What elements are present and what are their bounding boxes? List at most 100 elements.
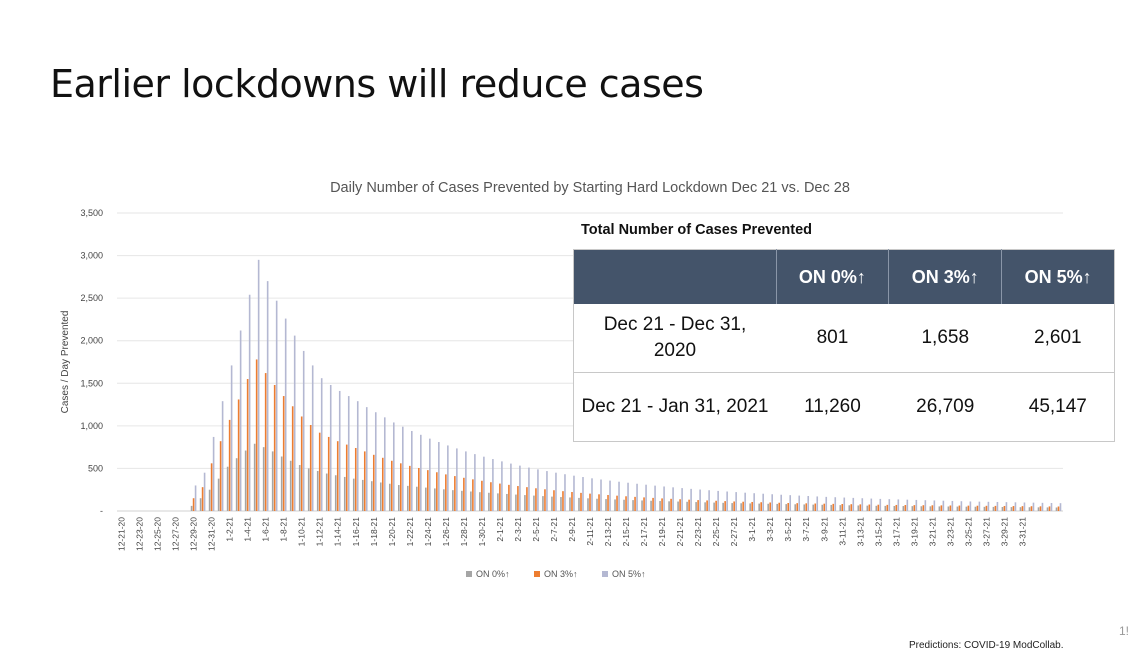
slide-title: Earlier lockdowns will reduce cases (50, 62, 704, 106)
bar-on5 (465, 451, 467, 511)
bar-on3 (886, 504, 889, 511)
bar-on3 (580, 492, 582, 511)
bar-on0 (298, 465, 301, 511)
x-tick-label: 3-13-21 (855, 517, 865, 547)
bar-on3 (300, 416, 303, 511)
bar-on3 (697, 500, 699, 511)
bar-on5 (239, 330, 242, 511)
bar-on5 (708, 490, 710, 511)
bar-on3 (463, 477, 465, 511)
bar-on0 (596, 498, 598, 511)
bar-on5 (924, 500, 927, 511)
bar-on0 (974, 506, 977, 511)
bar-on5 (194, 485, 197, 511)
bar-on0 (560, 497, 562, 511)
bar-on5 (212, 436, 215, 511)
bar-on0 (262, 447, 265, 511)
bar-on0 (938, 506, 941, 511)
x-tick-label: 1-16-21 (351, 517, 361, 547)
bar-on3 (409, 465, 411, 511)
bar-on5 (933, 500, 936, 511)
page-number: 1! (1119, 624, 1130, 638)
bar-on0 (578, 497, 580, 511)
table-cell-period: Dec 21 - Dec 31, 2020 (573, 304, 776, 373)
chart-title: Daily Number of Cases Prevented by Start… (330, 180, 850, 196)
x-tick-label: 2-1-21 (495, 517, 505, 542)
bar-on0 (767, 503, 769, 511)
bar-on5 (717, 490, 719, 511)
bar-on0 (740, 503, 742, 511)
bar-on0 (983, 506, 986, 511)
bar-on5 (528, 467, 530, 511)
bar-on3 (1003, 505, 1006, 511)
table-cell: 45,147 (1001, 372, 1115, 442)
bar-on5 (374, 412, 377, 511)
bar-on0 (677, 501, 679, 511)
x-tick-label: 1-24-21 (423, 517, 433, 547)
bar-on0 (884, 505, 887, 511)
bar-on5 (663, 486, 665, 511)
bar-on5 (1005, 502, 1008, 511)
bar-on0 (1037, 507, 1040, 511)
bar-on0 (785, 504, 788, 511)
bar-on5 (311, 365, 314, 511)
bar-on5 (699, 489, 701, 511)
bar-on0 (821, 504, 824, 511)
bar-on0 (461, 490, 463, 511)
bar-on0 (208, 489, 211, 511)
bar-on3 (688, 499, 690, 511)
bar-on0 (956, 506, 959, 511)
bar-on0 (398, 485, 400, 511)
bar-on5 (942, 500, 945, 511)
bar-on5 (338, 390, 341, 511)
bar-on5 (383, 417, 386, 511)
x-tick-label: 2-9-21 (567, 517, 577, 542)
bar-on0 (226, 466, 229, 511)
x-tick-label: 3-1-21 (747, 517, 757, 542)
x-tick-label: 3-23-21 (945, 517, 955, 547)
bar-on5 (996, 501, 999, 511)
bar-on5 (510, 463, 512, 511)
table-cell: 26,709 (888, 372, 1002, 442)
bar-on3 (282, 396, 285, 511)
bar-on5 (771, 494, 773, 511)
bar-on0 (370, 481, 373, 511)
bar-on3 (427, 470, 429, 511)
x-tick-label: 3-11-21 (837, 517, 847, 546)
bar-on5 (987, 501, 990, 511)
bar-on0 (497, 493, 499, 511)
bar-on3 (994, 505, 997, 511)
bar-on3 (210, 463, 213, 511)
bar-on5 (960, 501, 963, 511)
x-tick-label: 12-23-20 (135, 517, 145, 551)
bar-on3 (472, 479, 474, 511)
bar-on3 (237, 399, 240, 511)
bar-on5 (834, 497, 837, 511)
bar-on3 (544, 489, 546, 511)
bar-on0 (848, 505, 851, 511)
bar-on5 (906, 499, 909, 511)
table-row: Dec 21 - Jan 31, 2021 11,260 26,709 45,1… (573, 372, 1115, 442)
bar-on5 (951, 500, 954, 511)
bar-on5 (1014, 502, 1017, 511)
legend-label: ON 5%↑ (612, 569, 646, 579)
bar-on3 (931, 505, 934, 511)
bar-on0 (911, 506, 914, 511)
bar-on3 (372, 454, 375, 511)
bar-on5 (762, 493, 764, 511)
bar-on0 (587, 498, 589, 511)
bar-on5 (492, 459, 494, 511)
bar-on5 (392, 422, 395, 511)
bar-on3 (1021, 506, 1024, 511)
bar-on5 (537, 469, 539, 511)
bar-on0 (479, 492, 481, 511)
bar-on5 (302, 350, 305, 511)
bar-on0 (929, 506, 932, 511)
x-tick-label: 2-15-21 (621, 517, 631, 547)
bar-on5 (402, 426, 404, 511)
bar-on3 (616, 495, 618, 511)
bar-on0 (605, 499, 607, 511)
bar-on5 (1041, 502, 1044, 511)
bar-on3 (841, 504, 844, 511)
bar-on5 (456, 448, 458, 511)
